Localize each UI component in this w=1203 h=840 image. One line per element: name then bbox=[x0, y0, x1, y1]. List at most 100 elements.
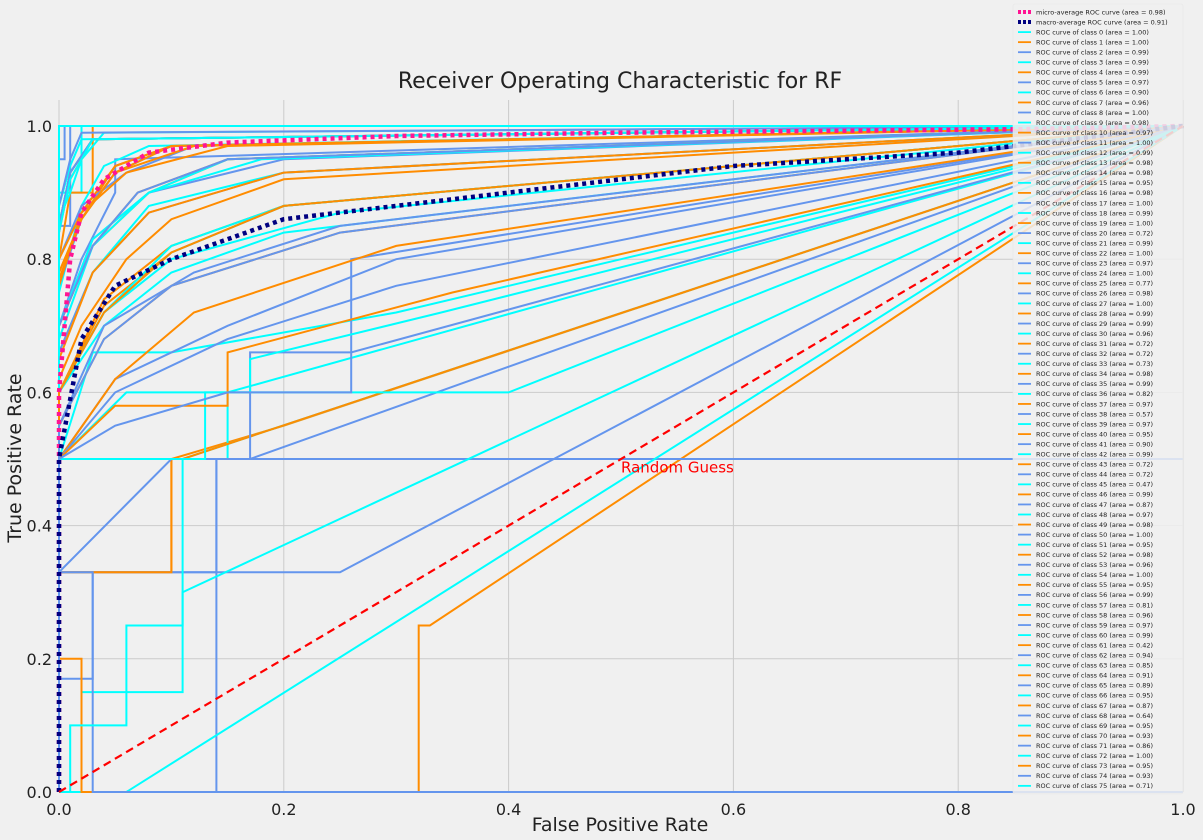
y-axis-label: True Positive Rate bbox=[4, 373, 26, 543]
legend-entry: ROC curve of class 41 (area = 0.90) bbox=[1036, 440, 1153, 448]
legend-entry: ROC curve of class 33 (area = 0.73) bbox=[1036, 360, 1153, 368]
legend-entry: ROC curve of class 31 (area = 0.72) bbox=[1036, 340, 1153, 348]
legend-entry: ROC curve of class 57 (area = 0.81) bbox=[1036, 601, 1153, 609]
x-tick-label: 0.6 bbox=[721, 800, 746, 819]
legend-entry: ROC curve of class 2 (area = 0.99) bbox=[1036, 49, 1149, 57]
roc-curve-series bbox=[56, 123, 1184, 792]
x-axis-label: False Positive Rate bbox=[532, 814, 709, 836]
legend-entry: ROC curve of class 64 (area = 0.91) bbox=[1036, 672, 1153, 680]
legend-entry: ROC curve of class 54 (area = 1.00) bbox=[1036, 571, 1153, 579]
legend-entry: ROC curve of class 17 (area = 1.00) bbox=[1036, 199, 1153, 207]
legend-entry: ROC curve of class 30 (area = 0.96) bbox=[1036, 330, 1153, 338]
legend-entry: ROC curve of class 66 (area = 0.95) bbox=[1036, 692, 1153, 700]
x-tick-label: 0.0 bbox=[46, 800, 71, 819]
legend-entry: ROC curve of class 48 (area = 0.97) bbox=[1036, 511, 1153, 519]
legend-entry: ROC curve of class 1 (area = 1.00) bbox=[1036, 38, 1149, 46]
legend-entry: ROC curve of class 52 (area = 0.98) bbox=[1036, 551, 1153, 559]
legend-entry: ROC curve of class 35 (area = 0.99) bbox=[1036, 380, 1153, 388]
legend-entry: ROC curve of class 16 (area = 0.98) bbox=[1036, 189, 1153, 197]
x-tick-label: 1.0 bbox=[1170, 800, 1195, 819]
legend-entry: ROC curve of class 46 (area = 0.99) bbox=[1036, 491, 1153, 499]
legend-entry: ROC curve of class 43 (area = 0.72) bbox=[1036, 461, 1153, 469]
legend-entry: ROC curve of class 14 (area = 0.98) bbox=[1036, 169, 1153, 177]
legend-entry: ROC curve of class 55 (area = 0.95) bbox=[1036, 581, 1153, 589]
legend-entry: ROC curve of class 73 (area = 0.95) bbox=[1036, 762, 1153, 770]
legend-entry: ROC curve of class 71 (area = 0.86) bbox=[1036, 742, 1153, 750]
legend-entry: ROC curve of class 26 (area = 0.98) bbox=[1036, 290, 1153, 298]
legend-entry: ROC curve of class 75 (area = 0.71) bbox=[1036, 782, 1153, 790]
y-tick-label: 0.8 bbox=[27, 250, 52, 269]
legend-entry: micro-average ROC curve (area = 0.98) bbox=[1036, 8, 1166, 16]
legend-entry: ROC curve of class 9 (area = 0.98) bbox=[1036, 119, 1149, 127]
legend-entry: ROC curve of class 37 (area = 0.97) bbox=[1036, 400, 1153, 408]
legend-entry: ROC curve of class 36 (area = 0.82) bbox=[1036, 390, 1153, 398]
roc-curve-series bbox=[59, 125, 1184, 793]
legend-entry: ROC curve of class 20 (area = 0.72) bbox=[1036, 229, 1153, 237]
legend-entry: ROC curve of class 63 (area = 0.85) bbox=[1036, 662, 1153, 670]
legend-entry: ROC curve of class 60 (area = 0.99) bbox=[1036, 631, 1153, 639]
legend-entry: ROC curve of class 58 (area = 0.96) bbox=[1036, 611, 1153, 619]
legend-entry: ROC curve of class 25 (area = 0.77) bbox=[1036, 280, 1153, 288]
legend-entry: ROC curve of class 70 (area = 0.93) bbox=[1036, 732, 1153, 740]
legend-entry: ROC curve of class 28 (area = 0.99) bbox=[1036, 310, 1153, 318]
legend-entry: ROC curve of class 56 (area = 0.99) bbox=[1036, 591, 1153, 599]
legend-entry: ROC curve of class 3 (area = 0.99) bbox=[1036, 59, 1149, 67]
legend-entry: ROC curve of class 21 (area = 0.99) bbox=[1036, 239, 1153, 247]
legend-entry: ROC curve of class 49 (area = 0.98) bbox=[1036, 521, 1153, 529]
legend-entry: ROC curve of class 39 (area = 0.97) bbox=[1036, 420, 1153, 428]
legend-entry: ROC curve of class 8 (area = 1.00) bbox=[1036, 109, 1149, 117]
legend-entry: ROC curve of class 4 (area = 0.99) bbox=[1036, 69, 1149, 77]
legend-entry: ROC curve of class 68 (area = 0.64) bbox=[1036, 712, 1153, 720]
legend-entry: ROC curve of class 11 (area = 1.00) bbox=[1036, 139, 1153, 147]
legend-entry: ROC curve of class 34 (area = 0.98) bbox=[1036, 370, 1153, 378]
legend-entry: ROC curve of class 47 (area = 0.87) bbox=[1036, 501, 1153, 509]
legend-entry: ROC curve of class 42 (area = 0.99) bbox=[1036, 451, 1153, 459]
legend-entry: ROC curve of class 72 (area = 1.00) bbox=[1036, 752, 1153, 760]
y-tick-labels: 0.0 0.2 0.4 0.6 0.8 1.0 bbox=[27, 117, 52, 802]
legend-entry: ROC curve of class 67 (area = 0.87) bbox=[1036, 702, 1153, 710]
legend-frame bbox=[1012, 3, 1184, 795]
legend-entry: ROC curve of class 23 (area = 0.97) bbox=[1036, 260, 1153, 268]
legend-entry: ROC curve of class 40 (area = 0.95) bbox=[1036, 430, 1153, 438]
legend-entry: ROC curve of class 50 (area = 1.00) bbox=[1036, 531, 1153, 539]
legend-entry: ROC curve of class 65 (area = 0.89) bbox=[1036, 682, 1153, 690]
random-guess-annotation: Random Guess bbox=[621, 458, 734, 476]
legend: micro-average ROC curve (area = 0.98) mac… bbox=[1012, 3, 1184, 795]
legend-entry: ROC curve of class 22 (area = 1.00) bbox=[1036, 250, 1153, 258]
legend-entry: ROC curve of class 32 (area = 0.72) bbox=[1036, 350, 1153, 358]
legend-entry: ROC curve of class 53 (area = 0.96) bbox=[1036, 561, 1153, 569]
legend-entry: ROC curve of class 61 (area = 0.42) bbox=[1036, 641, 1153, 649]
y-tick-label: 0.0 bbox=[27, 783, 52, 802]
legend-entry: ROC curve of class 18 (area = 0.99) bbox=[1036, 209, 1153, 217]
legend-entry: ROC curve of class 24 (area = 1.00) bbox=[1036, 270, 1153, 278]
chart-title: Receiver Operating Characteristic for RF bbox=[398, 69, 842, 94]
legend-entry: ROC curve of class 59 (area = 0.97) bbox=[1036, 621, 1153, 629]
legend-entry: ROC curve of class 10 (area = 0.97) bbox=[1036, 129, 1153, 137]
legend-entry: ROC curve of class 27 (area = 1.00) bbox=[1036, 300, 1153, 308]
legend-entry: ROC curve of class 62 (area = 0.94) bbox=[1036, 652, 1153, 660]
x-tick-labels: 0.0 0.2 0.4 0.6 0.8 1.0 bbox=[46, 800, 1195, 819]
legend-entry: ROC curve of class 12 (area = 0.99) bbox=[1036, 149, 1153, 157]
legend-entry: ROC curve of class 15 (area = 0.95) bbox=[1036, 179, 1153, 187]
legend-entry: ROC curve of class 5 (area = 0.97) bbox=[1036, 79, 1149, 87]
random-guess-line bbox=[58, 125, 1184, 793]
legend-entry: ROC curve of class 6 (area = 0.90) bbox=[1036, 89, 1149, 97]
legend-entry: macro-average ROC curve (area = 0.91) bbox=[1036, 18, 1168, 26]
y-tick-label: 0.6 bbox=[27, 383, 52, 402]
legend-entry: ROC curve of class 19 (area = 1.00) bbox=[1036, 219, 1153, 227]
legend-entry: ROC curve of class 45 (area = 0.47) bbox=[1036, 481, 1153, 489]
y-tick-label: 1.0 bbox=[27, 117, 52, 136]
x-tick-label: 0.4 bbox=[496, 800, 521, 819]
legend-entry: ROC curve of class 29 (area = 0.99) bbox=[1036, 320, 1153, 328]
x-tick-label: 0.2 bbox=[271, 800, 296, 819]
legend-entry: ROC curve of class 44 (area = 0.72) bbox=[1036, 471, 1153, 479]
diagonal-line bbox=[58, 125, 1184, 793]
legend-entry: ROC curve of class 13 (area = 0.98) bbox=[1036, 159, 1153, 167]
legend-entry: ROC curve of class 74 (area = 0.93) bbox=[1036, 772, 1153, 780]
roc-curves bbox=[56, 123, 1184, 793]
legend-entry: ROC curve of class 7 (area = 0.96) bbox=[1036, 99, 1149, 107]
roc-curve-series bbox=[56, 123, 1184, 792]
y-tick-label: 0.4 bbox=[27, 517, 52, 536]
